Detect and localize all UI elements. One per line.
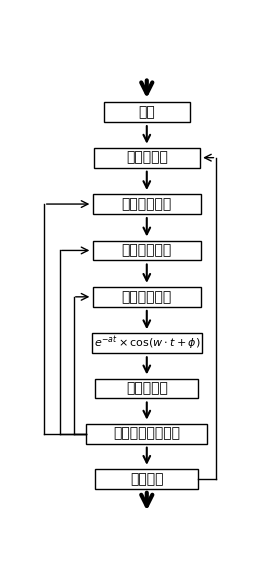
- Text: 尺度因子循环: 尺度因子循环: [122, 197, 172, 211]
- FancyBboxPatch shape: [95, 469, 198, 489]
- FancyBboxPatch shape: [86, 424, 207, 444]
- Text: 尺度频率相位更新: 尺度频率相位更新: [113, 427, 180, 441]
- FancyBboxPatch shape: [94, 148, 200, 167]
- Text: 相位因子循环: 相位因子循环: [122, 290, 172, 304]
- FancyBboxPatch shape: [93, 194, 201, 214]
- FancyBboxPatch shape: [104, 102, 190, 122]
- Text: 图像行数据: 图像行数据: [126, 151, 168, 165]
- Text: 图像: 图像: [138, 105, 155, 119]
- Text: $e^{-at}\times\cos(w\cdot t+\phi)$: $e^{-at}\times\cos(w\cdot t+\phi)$: [94, 335, 200, 352]
- FancyBboxPatch shape: [92, 333, 202, 353]
- FancyBboxPatch shape: [95, 379, 198, 399]
- Text: 投影值比较: 投影值比较: [126, 382, 168, 396]
- FancyBboxPatch shape: [93, 241, 201, 261]
- Text: 图像重构: 图像重构: [130, 472, 163, 486]
- Text: 频率因子循环: 频率因子循环: [122, 244, 172, 258]
- FancyBboxPatch shape: [93, 287, 201, 307]
